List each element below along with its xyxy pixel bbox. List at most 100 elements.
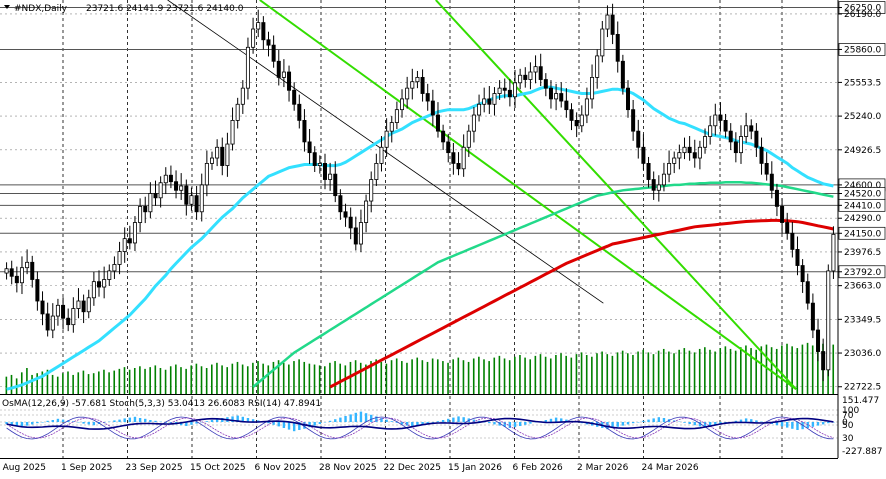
osma-bar [524, 422, 527, 425]
osma-bar [616, 422, 619, 427]
candle-body [605, 14, 610, 30]
chevron-down-icon[interactable] [4, 5, 10, 9]
candle-body [533, 66, 538, 73]
volume-bar [108, 372, 110, 394]
osma-bar [210, 420, 214, 422]
volume-bar [195, 363, 198, 394]
candle-body [76, 300, 81, 309]
volume-bar [632, 355, 634, 394]
candle-body [446, 141, 451, 154]
price-tick-label: 26250.0 [844, 4, 881, 14]
osma-bar [66, 420, 70, 422]
volume-bar [411, 359, 413, 394]
candle-body [127, 238, 132, 244]
osma-bar [15, 422, 19, 426]
indicator-tick-label: 0 [842, 418, 848, 428]
osma-bar [82, 422, 85, 424]
osma-bar [560, 418, 563, 422]
candle-body [220, 146, 225, 166]
volume-bar [10, 374, 13, 394]
indicator-header: OsMA(12,26,9) -57.681 Stoch(5,3,3) 53.04… [2, 399, 321, 409]
volume-bar [724, 346, 727, 394]
osma-bar [708, 422, 712, 427]
volume-bar [442, 361, 444, 394]
candle-body [50, 315, 55, 331]
volume-bar [508, 360, 511, 394]
volume-bar [498, 355, 501, 394]
candle-body [559, 93, 564, 102]
osma-bar [123, 418, 126, 422]
osma-bar [87, 422, 90, 425]
volume-bar [673, 353, 675, 394]
candle-body [733, 141, 738, 154]
candle-body [564, 100, 569, 111]
osma-bar [714, 422, 717, 426]
osma-bar [287, 422, 291, 430]
osma-bar [565, 419, 568, 422]
time-tick-label: 8 Aug 2025 [0, 463, 46, 473]
volume-bar [832, 344, 835, 394]
candle-body [364, 200, 369, 223]
volume-bar [606, 354, 609, 394]
osma-bar [693, 422, 696, 426]
osma-bar [56, 418, 60, 422]
osma-bar [750, 419, 753, 422]
osma-bar [662, 418, 666, 422]
candle-body [225, 143, 230, 166]
candle-body [168, 174, 173, 183]
volume-bar [282, 362, 285, 394]
time-tick-label: 6 Nov 2025 [255, 463, 307, 473]
osma-bar [811, 422, 815, 427]
time-tick-label: 28 Nov 2025 [319, 463, 377, 473]
candle-body [661, 173, 666, 186]
indicator-tick-label: -227.887 [842, 447, 882, 457]
candle-body [713, 114, 718, 127]
osma-bar [215, 418, 219, 422]
osma-bar [734, 420, 738, 422]
osma-bar [380, 418, 383, 422]
volume-bar [169, 366, 172, 394]
candle-body [723, 120, 728, 132]
volume-bar [580, 352, 583, 394]
osma-bar [518, 422, 522, 426]
volume-bar [565, 355, 567, 394]
volume-bar [406, 362, 408, 394]
volume-bar [128, 369, 131, 394]
volume-bar [175, 364, 177, 394]
candle-body [189, 195, 194, 205]
candle-body [9, 268, 14, 277]
candle-body [19, 267, 24, 284]
osma-bar [318, 422, 322, 424]
volume-bar [180, 367, 182, 394]
candle-body [615, 34, 620, 62]
candle-body [143, 206, 148, 213]
osma-bar [272, 422, 275, 425]
volume-bar [693, 352, 696, 394]
volume-bar [159, 368, 162, 394]
volume-bar [200, 366, 203, 394]
candles [4, 3, 836, 382]
volume-bar [662, 348, 665, 394]
osma-bar [128, 417, 132, 422]
osma-bar [416, 422, 419, 426]
candle-body [677, 152, 682, 159]
volume-bar [514, 356, 516, 394]
volume-bar [555, 355, 557, 394]
volume-bar [570, 357, 573, 394]
candle-body [240, 87, 245, 105]
time-tick-label: 2 Mar 2026 [577, 463, 629, 473]
volume-bar [5, 376, 8, 394]
rsi-line [6, 417, 834, 430]
time-tick-label: 22 Dec 2025 [384, 463, 442, 473]
volume-bar [154, 365, 157, 394]
volume-bar [267, 365, 270, 394]
candle-body [312, 152, 317, 166]
osma-bar [755, 420, 758, 422]
osma-bar [61, 419, 65, 422]
volume-bar [585, 355, 588, 394]
candle-body [451, 152, 456, 164]
osma-bar [652, 418, 655, 422]
volume-bar [20, 372, 23, 394]
osma-bar [25, 422, 29, 426]
